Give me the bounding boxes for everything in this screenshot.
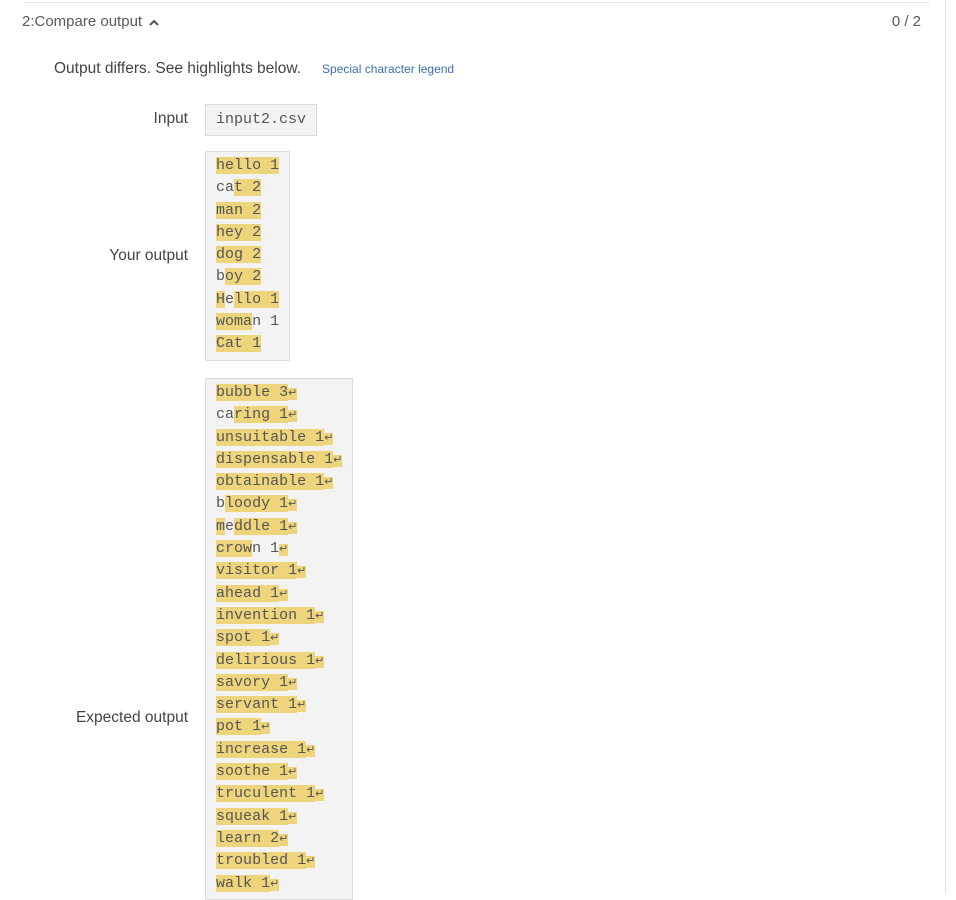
output-line: soothe 1↵ xyxy=(216,763,298,781)
output-line: bubble 3↵ xyxy=(216,384,298,401)
newline-marker-icon: ↵ xyxy=(288,388,298,400)
output-line: unsuitable 1↵ xyxy=(216,428,334,446)
newline-marker-icon: ↵ xyxy=(288,410,298,423)
newline-marker-icon: ↵ xyxy=(270,633,280,646)
newline-marker-icon: ↵ xyxy=(288,499,298,512)
test-title: 2:Compare output xyxy=(22,13,143,30)
newline-marker-icon: ↵ xyxy=(279,544,289,557)
expected-output-box: bubble 3↵ caring 1↵ unsuitable 1↵ dispensab… xyxy=(205,378,354,900)
output-line: increase 1↵ xyxy=(216,740,316,758)
newline-marker-icon: ↵ xyxy=(288,677,298,690)
divider xyxy=(24,2,930,3)
output-line: crown 1↵ xyxy=(216,540,289,558)
output-line: cat 2 xyxy=(216,179,262,197)
output-line: truculent 1↵ xyxy=(216,785,325,803)
test-header-toggle[interactable]: 2:Compare output xyxy=(22,13,160,30)
output-line: spot 1↵ xyxy=(216,629,280,647)
output-line: boy 2 xyxy=(216,268,262,286)
output-line: squeak 1↵ xyxy=(216,807,298,825)
output-line: obtainable 1↵ xyxy=(216,473,334,491)
newline-marker-icon: ↵ xyxy=(279,833,289,846)
newline-marker-icon: ↵ xyxy=(306,744,316,757)
test-result-panel: 2:Compare output 0 / 2 Output differs. S… xyxy=(10,0,946,900)
output-line: hello 1 xyxy=(216,157,280,174)
output-line: bloody 1↵ xyxy=(216,495,298,513)
output-line: walk 1↵ xyxy=(216,874,280,892)
newline-marker-icon: ↵ xyxy=(324,432,334,445)
test-score: 0 / 2 xyxy=(891,13,921,30)
newline-marker-icon: ↵ xyxy=(261,722,271,735)
newline-marker-icon: ↵ xyxy=(333,454,343,467)
output-line: man 2 xyxy=(216,201,262,219)
expected-output-label: Expected output xyxy=(75,709,188,726)
newline-marker-icon: ↵ xyxy=(297,700,307,713)
output-line: caring 1↵ xyxy=(216,406,298,424)
input-label: Input xyxy=(153,110,188,127)
your-output-label: Your output xyxy=(109,247,188,264)
output-line: hey 2 xyxy=(216,223,262,241)
newline-marker-icon: ↵ xyxy=(315,789,325,802)
output-line: delirious 1↵ xyxy=(216,651,325,669)
output-line: savory 1↵ xyxy=(216,673,298,691)
newline-marker-icon: ↵ xyxy=(279,588,289,601)
output-line: Hello 1 xyxy=(216,290,280,308)
special-character-legend-link[interactable]: Special character legend xyxy=(322,62,455,76)
output-line: servant 1↵ xyxy=(216,696,307,714)
newline-marker-icon: ↵ xyxy=(270,878,280,891)
output-summary: Output differs. See highlights below. Sp… xyxy=(54,60,454,78)
output-line: dispensable 1↵ xyxy=(216,450,343,468)
output-line: ahead 1↵ xyxy=(216,584,289,602)
output-line: invention 1↵ xyxy=(216,606,325,624)
newline-marker-icon: ↵ xyxy=(288,767,298,780)
newline-marker-icon: ↵ xyxy=(288,521,298,534)
your-output-box: hello 1 cat 2 man 2 hey 2 dog 2 boy 2 Hello 1 w… xyxy=(205,151,291,361)
newline-marker-icon: ↵ xyxy=(288,811,298,824)
output-line: dog 2 xyxy=(216,246,262,264)
output-line: learn 2↵ xyxy=(216,829,289,847)
output-line: troubled 1↵ xyxy=(216,852,316,870)
newline-marker-icon: ↵ xyxy=(306,856,316,869)
newline-marker-icon: ↵ xyxy=(315,610,325,623)
input-value-box: input2.csv xyxy=(205,104,318,136)
newline-marker-icon: ↵ xyxy=(315,655,325,668)
output-line: meddle 1↵ xyxy=(216,517,298,535)
newline-marker-icon: ↵ xyxy=(297,566,307,579)
output-line: visitor 1↵ xyxy=(216,562,307,580)
newline-marker-icon: ↵ xyxy=(324,477,334,490)
summary-message: Output differs. See highlights below. xyxy=(54,60,302,77)
output-line: pot 1↵ xyxy=(216,718,271,736)
output-line: woman 1 xyxy=(216,313,280,331)
chevron-up-icon xyxy=(148,16,160,28)
output-line: Cat 1 xyxy=(216,335,262,353)
